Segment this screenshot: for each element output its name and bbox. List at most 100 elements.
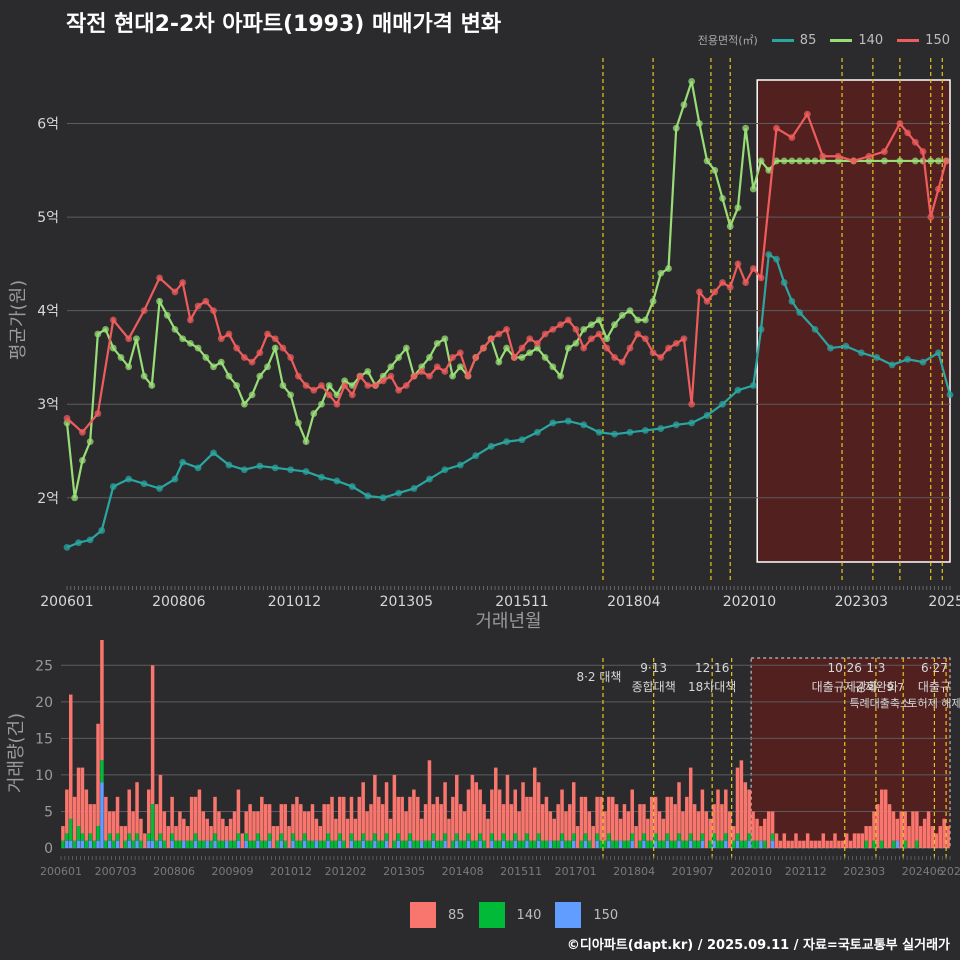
- volume-bar-85: [314, 818, 319, 841]
- data-point-140: [294, 419, 302, 427]
- volume-bar-85: [205, 818, 209, 841]
- volume-bar-140: [720, 840, 724, 848]
- volume-bar-150: [571, 840, 576, 848]
- volume-bar-150: [115, 840, 120, 848]
- data-point-150: [834, 152, 842, 160]
- data-point-85: [194, 464, 202, 472]
- volume-bar-85: [166, 826, 170, 848]
- volume-bar-85: [291, 804, 295, 834]
- data-point-150: [325, 391, 333, 399]
- volume-bar-85: [883, 789, 888, 848]
- volume-bar-85: [922, 818, 927, 848]
- data-point-140: [171, 325, 179, 333]
- volume-bar-85: [868, 826, 872, 848]
- volume-bar-85: [911, 811, 915, 848]
- data-point-150: [742, 279, 750, 286]
- legend-top-item-150: 150: [897, 33, 950, 48]
- volume-bar-150: [536, 840, 541, 848]
- data-point-150: [665, 344, 672, 352]
- volume-bar-150: [455, 840, 459, 848]
- volume-bar-85: [751, 811, 755, 841]
- data-point-150: [480, 344, 487, 352]
- data-point-85: [688, 419, 696, 427]
- data-point-140: [626, 307, 634, 315]
- data-point-140: [672, 124, 680, 132]
- volume-bar-85: [716, 789, 720, 841]
- footer-credit: ©디아파트(dapt.kr) / 2025.09.11 / 자료=국토교통부 실…: [566, 938, 950, 953]
- data-point-85: [595, 428, 603, 436]
- volume-bar-85: [544, 796, 549, 841]
- data-point-150: [634, 330, 642, 338]
- volume-bar-140: [700, 833, 705, 841]
- volume-bar-140: [630, 833, 634, 841]
- data-point-150: [441, 368, 449, 375]
- data-point-140: [426, 354, 433, 361]
- data-point-140: [264, 363, 271, 371]
- data-point-150: [595, 330, 603, 338]
- data-point-140: [233, 382, 241, 389]
- volume-bar-140: [568, 840, 572, 848]
- volume-bar-140: [400, 840, 404, 848]
- volume-bar-140: [739, 840, 744, 848]
- data-point-150: [464, 372, 472, 380]
- volume-bar-85: [649, 796, 654, 841]
- volume-bar-85: [642, 804, 646, 834]
- data-point-150: [279, 344, 287, 352]
- volume-bar-140: [96, 826, 100, 841]
- volume-bar-85: [887, 804, 892, 848]
- volume-bar-85: [844, 833, 849, 848]
- volume-bar-85: [915, 811, 919, 841]
- volume-bar-150: [712, 840, 716, 848]
- volume-bar-85: [447, 818, 451, 848]
- volume-bar-140: [72, 840, 77, 848]
- data-point-140: [788, 157, 796, 165]
- data-point-140: [564, 344, 572, 352]
- data-point-150: [356, 372, 364, 380]
- data-point-85: [240, 466, 248, 474]
- volume-bar-85: [174, 826, 178, 841]
- policy-date: 6·27: [921, 661, 948, 675]
- policy-date: 1·3: [866, 661, 885, 675]
- data-point-140: [865, 157, 873, 165]
- volume-bar-150: [107, 840, 112, 848]
- volume-bar-150: [100, 782, 104, 848]
- data-point-85: [171, 475, 179, 483]
- volume-bar-150: [443, 840, 447, 848]
- volume-bar-140: [107, 833, 112, 841]
- volume-bar-85: [146, 789, 151, 834]
- volume-bar-140: [189, 840, 194, 848]
- data-point-140: [333, 391, 341, 399]
- x-tick-label: 201408: [442, 865, 484, 878]
- data-point-140: [688, 77, 696, 85]
- volume-bar-140: [564, 840, 568, 848]
- volume-bar-140: [115, 833, 120, 841]
- volume-bar-85: [774, 833, 779, 848]
- data-point-150: [256, 349, 264, 357]
- volume-bar-85: [158, 774, 163, 834]
- data-point-150: [217, 335, 225, 343]
- x-tick-label: 200601: [40, 594, 93, 610]
- volume-bar-85: [170, 796, 174, 834]
- volume-bar-85: [571, 782, 576, 834]
- volume-bar-150: [419, 840, 424, 848]
- volume-bar-140: [100, 760, 104, 783]
- data-point-85: [749, 382, 757, 389]
- volume-bar-85: [396, 796, 401, 834]
- data-point-140: [541, 354, 549, 361]
- data-point-150: [449, 354, 456, 361]
- volume-bar-85: [626, 811, 631, 841]
- data-point-150: [603, 344, 611, 352]
- data-point-140: [634, 316, 642, 324]
- data-point-140: [618, 311, 626, 319]
- volume-bar-140: [685, 840, 689, 848]
- volume-bar-140: [614, 840, 619, 848]
- data-point-150: [911, 138, 919, 146]
- data-point-85: [179, 458, 187, 466]
- volume-bar-85: [369, 804, 373, 841]
- volume-bar-140: [416, 840, 420, 848]
- volume-bar-85: [735, 767, 740, 834]
- y-tick-label: 5: [44, 804, 53, 820]
- data-point-150: [426, 372, 433, 380]
- volume-bar-85: [583, 796, 588, 834]
- data-point-85: [626, 428, 634, 436]
